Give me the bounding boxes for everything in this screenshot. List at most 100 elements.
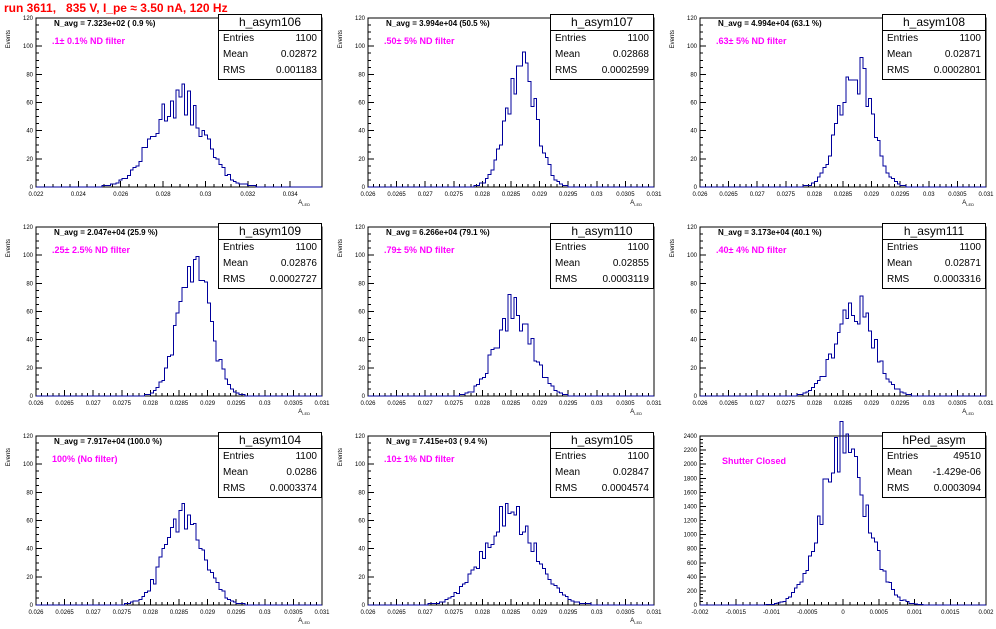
x-tick-label: 0.0285 xyxy=(502,401,521,407)
stats-row-rms: RMS 0.0004574 xyxy=(551,481,653,497)
stats-value: 0.0003374 xyxy=(269,483,317,494)
y-tick-label: 1000 xyxy=(684,533,698,539)
histogram-series xyxy=(700,56,986,188)
x-tick-label: 0.03 xyxy=(923,401,935,407)
y-tick-label: 120 xyxy=(687,16,698,22)
x-tick-label: 0.03 xyxy=(259,610,271,616)
stats-value: 1100 xyxy=(295,33,317,44)
x-tick-label: 0.028 xyxy=(143,401,159,407)
stats-label: Mean xyxy=(223,49,249,60)
histogram-pad-h_asym105: 0 20 40 60 80 100 120 0.026 0.0265 0.027 0.0275 0.0… xyxy=(332,424,662,629)
x-tick-label: 0.0305 xyxy=(948,192,967,198)
y-tick-label: 20 xyxy=(358,366,365,372)
x-tick-label: 0.027 xyxy=(418,401,434,407)
x-axis-title: ALED xyxy=(962,409,974,416)
stats-box: h_asym104 Entries 1100 Mean 0.0286 RMS 0.00033… xyxy=(218,432,322,498)
stats-row-mean: Mean 0.02871 xyxy=(883,256,985,272)
y-tick-label: 20 xyxy=(358,575,365,581)
stats-row-mean: Mean 0.0286 xyxy=(219,465,321,481)
x-tick-label: 0.0285 xyxy=(834,401,853,407)
stats-value: 0.0002801 xyxy=(933,65,981,76)
histogram-series xyxy=(368,51,654,188)
x-tick-label: 0.029 xyxy=(864,192,880,198)
stats-label: Entries xyxy=(555,242,587,253)
x-tick-label: 0.0265 xyxy=(387,192,406,198)
y-tick-label: 600 xyxy=(687,561,698,567)
y-tick-label: 100 xyxy=(23,44,34,50)
stats-row-mean: Mean 0.02872 xyxy=(219,47,321,63)
x-tick-label: 0.0285 xyxy=(170,401,189,407)
stats-row-entries: Entries 49510 xyxy=(883,449,985,465)
filter-label: 100% (No filter) xyxy=(52,454,118,464)
stats-hist-name: h_asym104 xyxy=(219,433,321,449)
stats-label: RMS xyxy=(223,65,246,76)
x-tick-label: 0.0305 xyxy=(948,401,967,407)
histogram-plot: 0 20 40 60 80 100 120 0.022 0.024 0.026 0.028 0.03 0… xyxy=(6,16,323,207)
stats-row-entries: Entries 1100 xyxy=(219,240,321,256)
filter-label: .63± 5% ND filter xyxy=(716,36,787,46)
stats-label: Entries xyxy=(887,33,919,44)
y-axis-title: Events xyxy=(6,30,12,48)
stats-label: Mean xyxy=(887,467,913,478)
stats-value: -1.429e-06 xyxy=(932,467,981,478)
x-tick-label: 0.029 xyxy=(532,610,548,616)
histogram-series xyxy=(36,256,322,397)
x-tick-label: 0.001 xyxy=(907,610,923,616)
x-tick-label: 0.0275 xyxy=(445,610,464,616)
x-tick-label: 0.027 xyxy=(418,192,434,198)
x-tick-label: 0.0265 xyxy=(387,401,406,407)
stats-box: h_asym106 Entries 1100 Mean 0.02872 RMS 0.0011… xyxy=(218,14,322,80)
x-tick-label: 0.03 xyxy=(923,192,935,198)
stats-row-entries: Entries 1100 xyxy=(551,31,653,47)
filter-label: .79± 5% ND filter xyxy=(384,245,455,255)
stats-value: 0.02872 xyxy=(280,49,317,60)
y-tick-label: 0 xyxy=(694,394,698,400)
stats-row-rms: RMS 0.0003119 xyxy=(551,272,653,288)
stats-value: 0.0003119 xyxy=(602,274,649,285)
stats-row-rms: RMS 0.0003374 xyxy=(219,481,321,497)
y-tick-label: 80 xyxy=(26,490,33,496)
y-tick-label: 20 xyxy=(690,366,697,372)
histogram-pad-h_asym109: 0 20 40 60 80 100 120 0.026 0.0265 0.027 0.0275 0.0… xyxy=(0,215,330,420)
x-tick-label: 0.0015 xyxy=(941,610,960,616)
y-tick-label: 0 xyxy=(30,185,34,191)
y-tick-label: 120 xyxy=(355,434,366,440)
x-tick-label: 0.0305 xyxy=(616,401,635,407)
stats-value: 1100 xyxy=(627,451,649,462)
stats-row-entries: Entries 1100 xyxy=(219,31,321,47)
stats-value: 1100 xyxy=(295,242,317,253)
x-tick-label: 0.031 xyxy=(978,401,994,407)
stats-row-rms: RMS 0.0003316 xyxy=(883,272,985,288)
x-tick-label: 0.031 xyxy=(646,610,662,616)
histogram-plot: 0 20 40 60 80 100 120 0.026 0.0265 0.027 0.0275 0.0… xyxy=(670,16,994,207)
x-tick-label: 0.027 xyxy=(418,610,434,616)
y-tick-label: 60 xyxy=(358,519,365,525)
stats-hist-name: h_asym111 xyxy=(883,224,985,240)
y-tick-label: 100 xyxy=(687,253,698,259)
y-axis-title: Events xyxy=(670,30,676,48)
stats-row-entries: Entries 1100 xyxy=(551,449,653,465)
stats-value: 0.0003094 xyxy=(933,483,981,494)
y-tick-label: 120 xyxy=(23,434,34,440)
x-axis-title: ALED xyxy=(298,200,310,207)
x-tick-label: 0.0275 xyxy=(777,192,796,198)
histogram-pad-hPed_asym: 0 200 400 600 800 1000 1200 1400 1600 1800 2000 220… xyxy=(664,421,994,629)
x-axis-title: ALED xyxy=(298,409,310,416)
stats-value: 0.0004574 xyxy=(601,483,649,494)
x-tick-label: 0.027 xyxy=(86,401,102,407)
histogram-series xyxy=(36,503,322,606)
x-tick-label: 0.028 xyxy=(143,610,159,616)
x-tick-label: 0.029 xyxy=(200,610,216,616)
y-axis-title: Events xyxy=(338,239,344,257)
y-tick-label: 20 xyxy=(690,157,697,163)
y-tick-label: 120 xyxy=(23,16,34,22)
x-tick-label: -0.0005 xyxy=(797,610,818,616)
y-tick-label: 200 xyxy=(687,589,698,595)
histogram-pad-h_asym104: 0 20 40 60 80 100 120 0.026 0.0265 0.027 0.0275 0.0… xyxy=(0,424,330,629)
x-tick-label: 0.024 xyxy=(71,192,87,198)
stats-label: RMS xyxy=(555,65,578,76)
run-title: run 3611, 835 V, I_pe ≈ 3.50 nA, 120 Hz xyxy=(4,1,228,15)
y-tick-label: 1600 xyxy=(684,490,698,496)
y-tick-label: 60 xyxy=(690,101,697,107)
x-tick-label: 0.0265 xyxy=(55,401,74,407)
